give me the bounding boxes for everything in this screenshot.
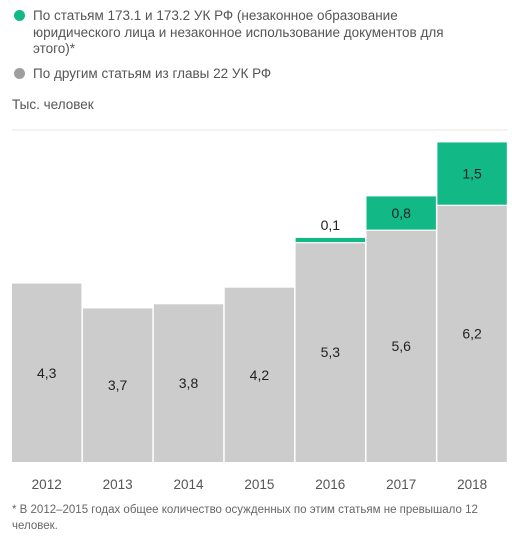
bar-value-label: 0,1 bbox=[321, 217, 341, 233]
legend-item-fraud-articles: По статьям 173.1 и 173.2 УК РФ (незаконн… bbox=[12, 8, 482, 58]
bar-value-label: 3,7 bbox=[108, 377, 128, 393]
bar-value-label: 4,3 bbox=[37, 365, 57, 381]
bar-other-articles bbox=[153, 304, 224, 462]
bar-other-articles bbox=[437, 204, 507, 462]
x-tick-label: 2018 bbox=[457, 477, 487, 492]
bar-other-articles bbox=[224, 287, 295, 462]
legend: По статьям 173.1 и 173.2 УК РФ (незаконн… bbox=[12, 8, 482, 90]
legend-dot-grey bbox=[14, 67, 25, 79]
footnote: * В 2012–2015 годах общее количество осу… bbox=[12, 504, 478, 532]
x-tick-label: 2013 bbox=[103, 477, 133, 492]
x-tick-label: 2012 bbox=[32, 477, 62, 492]
bar-fraud-articles bbox=[366, 196, 436, 230]
bar-value-label: 0,8 bbox=[391, 205, 411, 221]
x-tick-label: 2014 bbox=[173, 477, 204, 492]
bar-value-label: 5,3 bbox=[321, 344, 341, 360]
bar-value-label: 6,2 bbox=[462, 325, 482, 341]
bar-value-label: 1,5 bbox=[462, 166, 482, 182]
legend-label: По другим статьям из главы 22 УК РФ bbox=[33, 65, 272, 81]
legend-label: По статьям 173.1 и 173.2 УК РФ (незаконн… bbox=[33, 8, 444, 56]
bar-other-articles bbox=[295, 242, 365, 462]
x-tick-label: 2015 bbox=[244, 477, 274, 492]
bar-fraud-articles bbox=[295, 237, 365, 243]
bar-value-label: 3,8 bbox=[179, 375, 199, 391]
bar-other-articles bbox=[366, 229, 436, 462]
bar-value-label: 4,2 bbox=[250, 367, 270, 383]
bar-value-label: 5,6 bbox=[391, 338, 411, 354]
legend-item-other-articles: По другим статьям из главы 22 УК РФ bbox=[12, 66, 482, 83]
unit-label: Тыс. человек bbox=[12, 97, 94, 112]
bar-other-articles bbox=[82, 308, 153, 462]
legend-dot-green bbox=[14, 10, 25, 21]
x-tick-label: 2017 bbox=[386, 477, 416, 492]
bar-other-articles bbox=[12, 283, 82, 462]
bar-fraud-articles bbox=[437, 142, 507, 205]
x-tick-label: 2016 bbox=[315, 477, 345, 492]
